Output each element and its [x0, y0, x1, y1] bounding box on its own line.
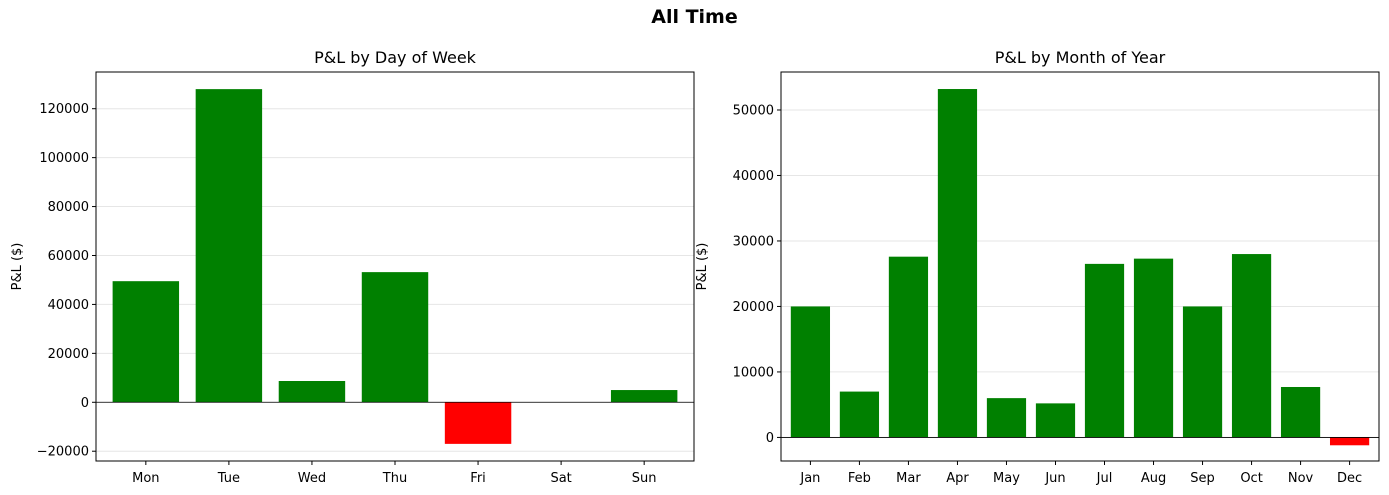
y-tick-label: 20000 [48, 347, 89, 362]
x-tick-label: Wed [298, 471, 326, 486]
x-tick-label: Jul [1096, 471, 1113, 486]
y-tick-label: 10000 [733, 365, 774, 380]
bar-apr [937, 89, 978, 438]
x-tick-label: May [993, 471, 1020, 486]
x-tick-label: Sat [550, 471, 571, 486]
x-tick-label: Jan [799, 471, 820, 486]
bar-jul [1084, 263, 1125, 438]
y-tick-label: −20000 [37, 445, 89, 460]
x-tick-label: Mon [132, 471, 159, 486]
y-tick-label: 100000 [39, 151, 89, 166]
x-tick-label: Nov [1288, 471, 1314, 486]
bar-wed [278, 380, 346, 403]
y-tick-label: 0 [81, 396, 89, 411]
bar-feb [839, 391, 880, 438]
bar-jun [1035, 403, 1076, 438]
x-tick-label: Aug [1141, 471, 1166, 486]
y-tick-label: 30000 [733, 234, 774, 249]
bar-mar [888, 256, 929, 438]
x-tick-label: Apr [946, 471, 969, 486]
y-tick-label: 0 [766, 431, 774, 446]
x-tick-label: Oct [1240, 471, 1262, 486]
chart-title: P&L by Day of Week [314, 48, 477, 67]
y-tick-label: 40000 [48, 298, 89, 313]
x-tick-label: Sep [1190, 471, 1215, 486]
x-tick-label: Feb [848, 471, 871, 486]
x-tick-label: Fri [470, 471, 486, 486]
x-tick-label: Dec [1337, 471, 1362, 486]
y-tick-label: 40000 [733, 169, 774, 184]
bar-dec [1329, 437, 1370, 446]
x-tick-label: Jun [1044, 471, 1065, 486]
y-tick-label: 60000 [48, 249, 89, 264]
bar-jan [790, 306, 831, 438]
bar-sun [610, 390, 678, 403]
y-tick-label: 80000 [48, 200, 89, 215]
y-axis-label: P&L ($) [695, 243, 710, 291]
bar-tue [195, 89, 263, 403]
y-tick-label: 20000 [733, 300, 774, 315]
figure-title: All Time [651, 6, 738, 28]
bar-oct [1231, 254, 1272, 438]
bar-sep [1182, 306, 1223, 438]
bar-fri [444, 402, 512, 444]
x-tick-label: Mar [896, 471, 921, 486]
x-tick-label: Sun [632, 471, 657, 486]
x-tick-label: Tue [217, 471, 240, 486]
plot-frame [780, 71, 1380, 462]
bar-may [986, 398, 1027, 438]
bar-mon [112, 281, 180, 403]
y-tick-label: 50000 [733, 103, 774, 118]
bar-aug [1133, 258, 1174, 438]
chart-title: P&L by Month of Year [995, 48, 1166, 67]
x-tick-label: Thu [382, 471, 407, 486]
bar-thu [361, 272, 429, 403]
bar-nov [1280, 386, 1321, 438]
y-axis-label: P&L ($) [10, 243, 25, 291]
y-tick-label: 120000 [39, 102, 89, 117]
